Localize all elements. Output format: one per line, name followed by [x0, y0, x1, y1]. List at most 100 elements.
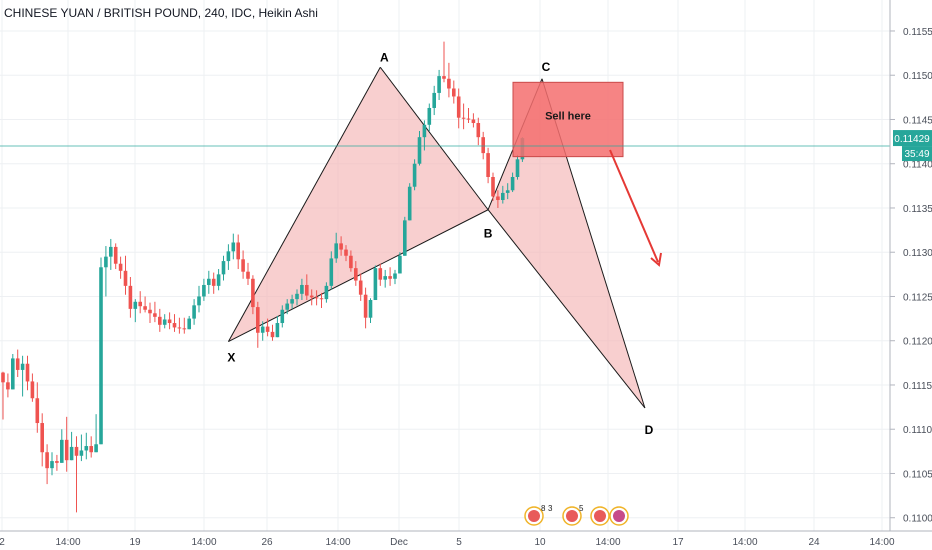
x-tick-label: 14:00: [325, 537, 350, 548]
candle-body: [486, 153, 490, 177]
candle-body: [505, 190, 510, 193]
candle-body: [79, 450, 84, 456]
last-price-label: 0.11429: [894, 134, 930, 145]
x-tick-label: 17: [672, 537, 684, 548]
candle-body: [251, 278, 255, 308]
candle-body: [378, 268, 383, 280]
candle-body: [45, 452, 49, 469]
candle-body: [30, 381, 35, 399]
candle-body: [456, 96, 461, 118]
candle-body: [64, 439, 69, 461]
pattern-point-c: C: [542, 60, 551, 74]
candle-body: [295, 293, 299, 300]
x-tick-label: 14:00: [55, 537, 80, 548]
candle-body: [329, 258, 334, 286]
candle-body: [11, 358, 15, 390]
candle-body: [358, 280, 363, 295]
x-tick-label: 10: [534, 537, 546, 548]
candle-body: [373, 268, 378, 301]
grid-lines: [0, 0, 890, 531]
candle-body: [221, 261, 226, 275]
candle-body: [265, 326, 270, 332]
candle-body: [74, 446, 79, 456]
time-axis[interactable]: 2 14:00 19 14:00 26 14:00 Dec 5 10 14:00 17 14:00 24…: [0, 530, 932, 548]
candle-body: [452, 88, 456, 97]
candle-body: [309, 295, 314, 298]
candle-body: [334, 243, 338, 259]
candle-body: [55, 461, 59, 463]
candle-body: [162, 319, 167, 325]
candle-body: [246, 271, 250, 279]
candle-body: [496, 196, 500, 201]
candle-body: [216, 274, 221, 286]
overlay: Sell here X A B C D 8 3 5: [0, 50, 890, 526]
sell-zone-box: [512, 81, 624, 158]
candle-body: [197, 296, 201, 306]
candle-body: [40, 423, 44, 453]
candle-body: [20, 363, 25, 370]
candle-body: [192, 305, 196, 319]
x-tick-label: 14:00: [191, 537, 216, 548]
candle-body: [231, 242, 236, 252]
candle-body: [133, 301, 138, 309]
event-flag-icon: [613, 510, 625, 522]
pattern-leg: [379, 66, 489, 211]
candle-body: [324, 285, 329, 300]
candle-body: [270, 331, 275, 338]
candle-body: [491, 177, 495, 197]
candle-body: [128, 285, 133, 309]
candle-body: [50, 461, 54, 469]
pattern-point-d: D: [645, 423, 654, 437]
candle-body: [99, 267, 103, 445]
x-tick-label: 26: [261, 537, 273, 548]
pattern-point-x: X: [227, 351, 235, 365]
event-count-label: 8: [541, 504, 546, 513]
candle-body: [94, 444, 98, 453]
candle-body: [172, 323, 177, 328]
candle-body: [109, 246, 113, 257]
candle-body: [35, 398, 40, 424]
candle-body: [437, 76, 441, 93]
candle-body: [241, 259, 245, 272]
x-tick-label: 24: [808, 537, 820, 548]
candle-body: [1, 372, 5, 383]
event-flag-icon: [566, 510, 578, 522]
candle-body: [368, 300, 373, 318]
candle-body: [187, 318, 191, 330]
candle-body: [349, 255, 353, 269]
pattern-leg: [487, 209, 646, 409]
candle-body: [501, 192, 505, 201]
candle-body: [275, 323, 280, 338]
candle-body: [211, 278, 216, 286]
candle-body: [290, 299, 294, 304]
pattern-leg: [228, 209, 489, 343]
candle-body: [158, 316, 162, 325]
candle-body: [427, 107, 432, 125]
candle-body: [515, 159, 520, 177]
candle-body: [417, 137, 422, 164]
pattern-triangle-bcd: [488, 78, 645, 408]
candle-body: [84, 446, 89, 451]
candle-body: [202, 284, 206, 297]
candles: [1, 41, 525, 513]
candle-body: [148, 309, 152, 314]
candle-body: [113, 246, 118, 264]
candle-body: [305, 284, 309, 296]
candle-body: [177, 327, 182, 329]
candle-body: [510, 177, 515, 191]
pattern-point-b: B: [484, 227, 493, 241]
x-tick-label: Dec: [390, 537, 408, 548]
event-count-label: 5: [579, 504, 584, 513]
down-arrow-icon: [609, 149, 659, 263]
